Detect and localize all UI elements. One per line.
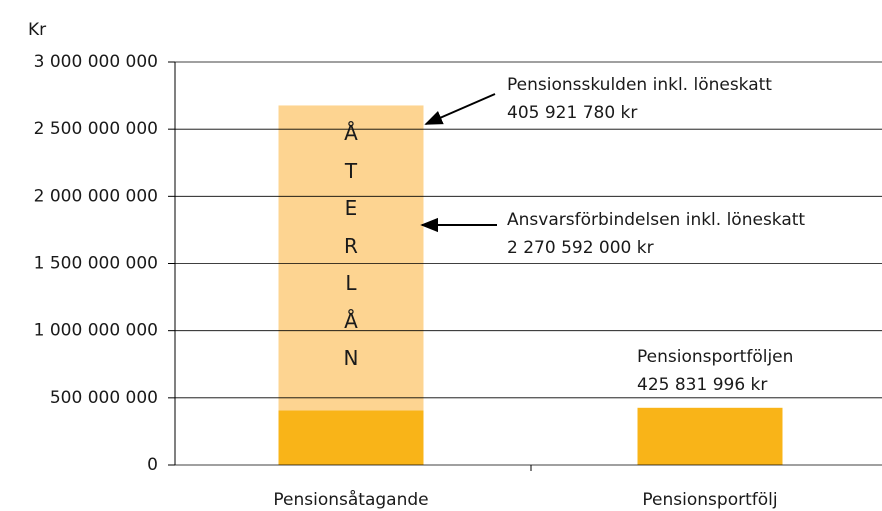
y-axis-label: Kr [28,20,46,40]
y-tick-label: 1 000 000 000 [34,321,158,341]
inner-label: ÅTERLÅN [343,121,359,370]
arrow [424,93,496,125]
bar-segment [278,105,424,411]
value-label: 425 831 996 kr [637,375,767,395]
y-tick-label: 500 000 000 [50,388,158,408]
value-label: 2 270 592 000 kr [507,238,654,258]
y-tick-label: 2 500 000 000 [34,119,158,139]
annotation: Pensionsskulden inkl. löneskatt [507,75,772,95]
annotation: Ansvarsförbindelsen inkl. löneskatt [507,210,805,230]
y-tick-label: 3 000 000 000 [34,52,158,72]
bar-segment [278,410,424,465]
annotation: Pensionsportföljen [637,347,793,367]
y-tick-label: 0 [147,455,158,475]
x-tick-label: Pensionsåtagande [273,489,428,510]
bar-segment [637,407,783,465]
x-tick-label: Pensionsportfölj [642,490,777,510]
y-tick-label: 2 000 000 000 [34,186,158,206]
value-label: 405 921 780 kr [507,103,637,123]
y-tick-label: 1 500 000 000 [34,254,158,274]
